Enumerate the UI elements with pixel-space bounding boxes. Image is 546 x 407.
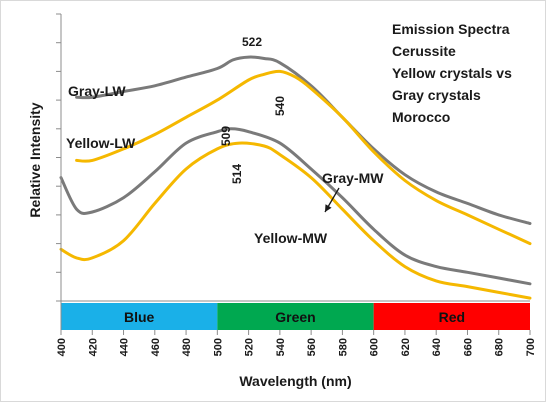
series-line-gray-lw [75, 55, 532, 225]
x-tick-label: 620 [400, 338, 412, 356]
x-tick-label: 560 [306, 338, 318, 356]
x-tick-label: 660 [462, 338, 474, 356]
x-tick-label: 580 [337, 338, 349, 356]
gray-mw-pointer-arrow-head [325, 204, 332, 212]
info-text-line: Morocco [392, 109, 450, 125]
series-label-yellow-mw: Yellow-MW [254, 230, 328, 246]
x-tick-label: 540 [275, 338, 287, 356]
peak-label-yellow-lw: 540 [273, 96, 287, 116]
info-text-line: Emission Spectra [392, 21, 510, 37]
info-text-line: Yellow crystals vs [392, 65, 512, 81]
band-red [373, 303, 530, 330]
x-tick-label: 420 [87, 338, 99, 356]
x-tick-label: 500 [212, 338, 224, 356]
series-label-gray-mw: Gray-MW [322, 170, 384, 186]
x-tick-label: 520 [244, 338, 256, 356]
peak-label-yellow-mw: 514 [230, 164, 244, 184]
x-tick-label: 460 [150, 338, 162, 356]
info-text-line: Gray crystals [392, 87, 481, 103]
x-tick-label: 480 [181, 338, 193, 356]
band-label-red: Red [439, 309, 465, 325]
series-line-gray-mw [59, 127, 532, 286]
x-tick-label: 440 [119, 338, 131, 356]
series-label-gray-lw: Gray-LW [68, 83, 126, 99]
y-axis-title: Relative Intensity [27, 102, 43, 217]
x-tick-label: 400 [56, 338, 68, 356]
x-tick-label: 680 [494, 338, 506, 356]
peak-label-gray-mw: 509 [219, 126, 233, 146]
series-line-yellow-lw [75, 69, 532, 246]
x-axis-title: Wavelength (nm) [239, 373, 351, 389]
x-tick-label: 700 [525, 338, 537, 356]
series-label-yellow-lw: Yellow-LW [66, 135, 136, 151]
series-line-yellow-mw [59, 141, 532, 300]
x-tick-label: 640 [431, 338, 443, 356]
info-text-line: Cerussite [392, 43, 456, 59]
band-green [217, 303, 374, 330]
x-tick-label: 600 [369, 338, 381, 356]
band-label-green: Green [275, 309, 315, 325]
peak-label-gray-lw: 522 [242, 35, 262, 49]
band-label-blue: Blue [124, 309, 155, 325]
band-blue [61, 303, 218, 330]
